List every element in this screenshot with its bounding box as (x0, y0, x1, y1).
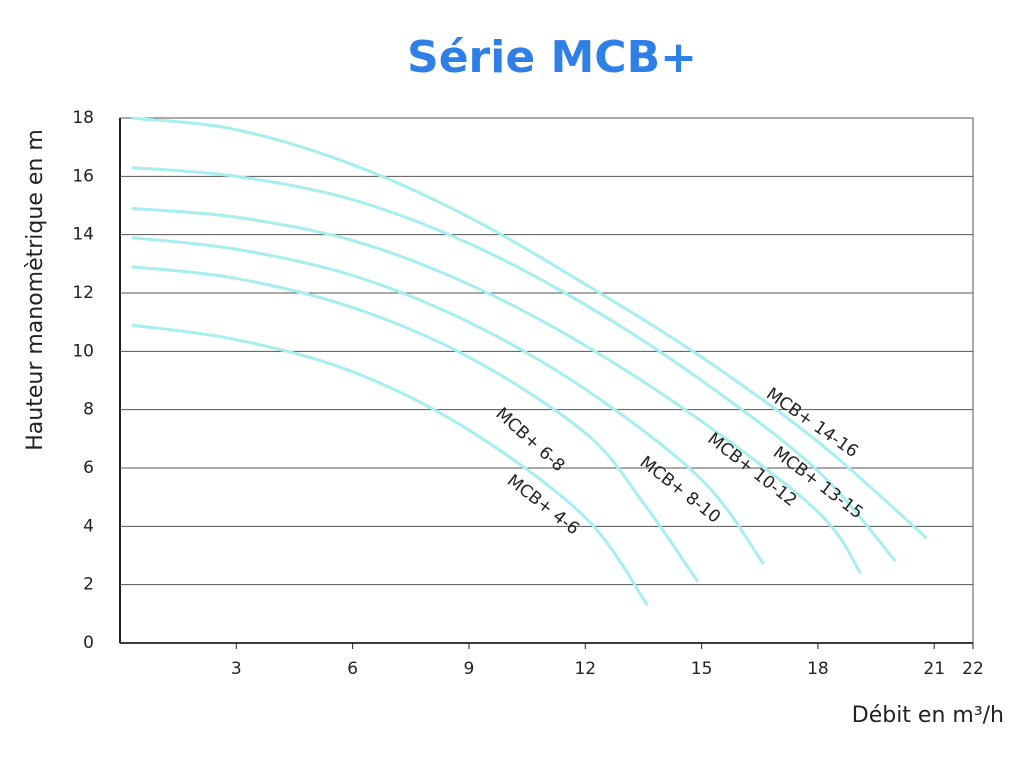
x-tick-label: 6 (347, 659, 358, 679)
y-tick-label: 4 (83, 516, 94, 536)
y-tick-label: 16 (72, 166, 94, 186)
pump-curve (131, 116, 928, 540)
chart-title: Série MCB+ (407, 32, 697, 83)
x-tick-label: 22 (962, 659, 984, 679)
y-tick-label: 18 (72, 108, 94, 128)
y-axis-label: Hauteur manomètrique en m (23, 129, 48, 451)
x-tick-label: 12 (574, 659, 596, 679)
y-tick-label: 6 (83, 458, 94, 478)
x-tick-label: 21 (923, 659, 945, 679)
y-tick-label: 8 (83, 400, 94, 420)
x-tick-label: 9 (464, 659, 475, 679)
y-tick-label: 0 (83, 633, 94, 653)
x-tick-label: 15 (691, 659, 713, 679)
pump-curve (131, 323, 649, 606)
curve-label: MCB+ 6-8 (491, 404, 568, 476)
x-tick-label: 18 (807, 659, 829, 679)
y-tick-label: 2 (83, 575, 94, 595)
pump-curve (131, 206, 862, 574)
x-tick-label: 3 (231, 659, 242, 679)
y-tick-label: 14 (72, 225, 94, 245)
pump-curve (131, 236, 765, 566)
plot-frame (119, 117, 974, 644)
pump-curve (131, 166, 897, 563)
pump-curve (131, 265, 699, 583)
y-tick-label: 10 (72, 341, 94, 361)
x-axis-label: Débit en m³/h (852, 703, 1004, 728)
y-tick-label: 12 (72, 283, 94, 303)
